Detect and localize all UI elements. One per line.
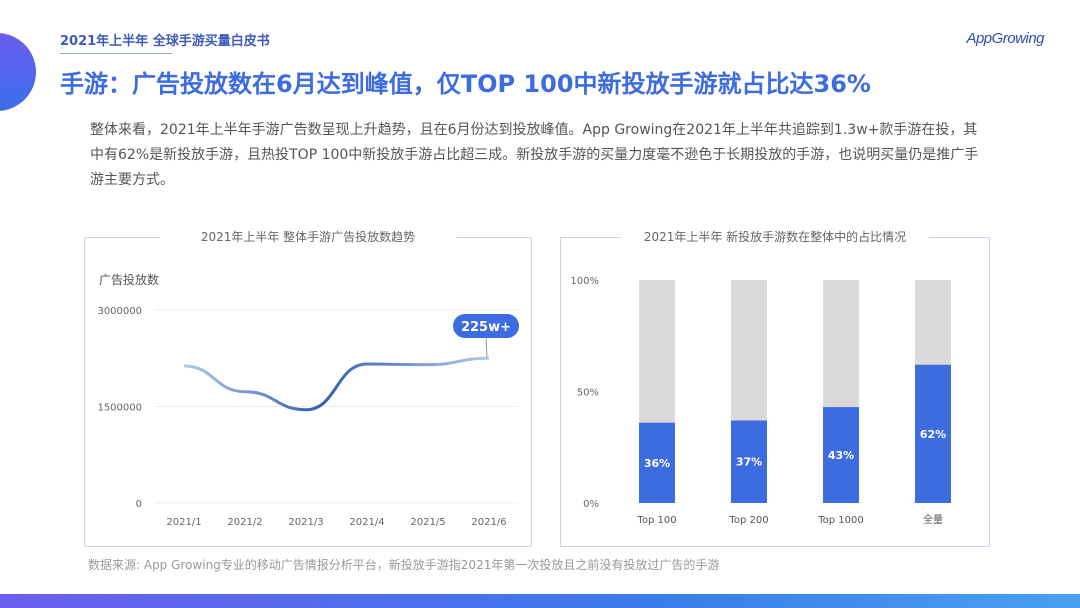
y-tick-label: 0 bbox=[136, 499, 142, 510]
y-tick-label: 50% bbox=[577, 388, 599, 399]
bar-chart: 0% 50% 100% 36% Top 100 37% Top 200 43% Top 1000… bbox=[570, 276, 951, 526]
x-tick-label: Top 200 bbox=[728, 515, 768, 526]
line-chart: 广告投放数 0 1500000 3000000 2021/1 2021/2 2021/3 20… bbox=[97, 272, 519, 528]
footer-bar bbox=[0, 594, 1080, 608]
bar-new bbox=[731, 420, 767, 503]
x-tick-label: 2021/5 bbox=[410, 517, 445, 528]
annotation-label: 225w+ bbox=[461, 320, 511, 335]
x-tick-label: Top 100 bbox=[636, 515, 676, 526]
annotation-badge bbox=[453, 314, 519, 338]
bar-new bbox=[915, 364, 951, 503]
x-tick-label: 2021/3 bbox=[288, 517, 323, 528]
bar-data-label: 43% bbox=[828, 449, 854, 462]
x-tick-label: 2021/1 bbox=[166, 517, 201, 528]
bar-data-label: 62% bbox=[920, 428, 946, 441]
bar-chart-panel: 2021年上半年 新投放手游数在整体中的占比情况 0% 50% 100% 36% Top… bbox=[560, 230, 990, 547]
y-tick-label: 3000000 bbox=[97, 306, 142, 317]
x-tick-label: 2021/6 bbox=[471, 517, 506, 528]
bar-data-label: 37% bbox=[736, 456, 762, 469]
line-chart-title: 2021年上半年 整体手游广告投放数趋势 bbox=[190, 230, 426, 244]
line-series bbox=[183, 356, 490, 412]
line-chart-panel: 2021年上半年 整体手游广告投放数趋势 广告投放数 0 1500000 300000… bbox=[84, 230, 532, 547]
bar-new bbox=[823, 407, 859, 503]
body-text: 整体来看，2021年上半年手游广告数呈现上升趋势，且在6月份达到投放峰值。App… bbox=[90, 122, 979, 188]
annotation-leader bbox=[485, 334, 488, 359]
bar-data-label: 36% bbox=[644, 457, 670, 470]
bar-new bbox=[639, 422, 675, 503]
page-title: 手游：广告投放数在6月达到峰值，仅TOP 100中新投放手游就占比达36% bbox=[60, 70, 871, 98]
y-tick-label: 0% bbox=[583, 499, 599, 510]
x-tick-label: 全量 bbox=[923, 513, 943, 526]
y-axis-label: 广告投放数 bbox=[99, 272, 159, 287]
logo: AppGrowing bbox=[966, 30, 1044, 47]
decorative-shape bbox=[0, 33, 36, 111]
y-tick-label: 100% bbox=[570, 276, 599, 287]
divider bbox=[60, 53, 172, 54]
report-subtitle: 2021年上半年 全球手游买量白皮书 bbox=[60, 34, 270, 49]
x-tick-label: 2021/2 bbox=[227, 517, 262, 528]
data-source: 数据来源: App Growing专业的移动广告情报分析平台，新投放手游指202… bbox=[88, 558, 720, 572]
x-tick-label: Top 1000 bbox=[817, 515, 864, 526]
x-tick-label: 2021/4 bbox=[349, 517, 384, 528]
bar-chart-title: 2021年上半年 新投放手游数在整体中的占比情况 bbox=[633, 230, 917, 244]
y-tick-label: 1500000 bbox=[97, 403, 142, 414]
